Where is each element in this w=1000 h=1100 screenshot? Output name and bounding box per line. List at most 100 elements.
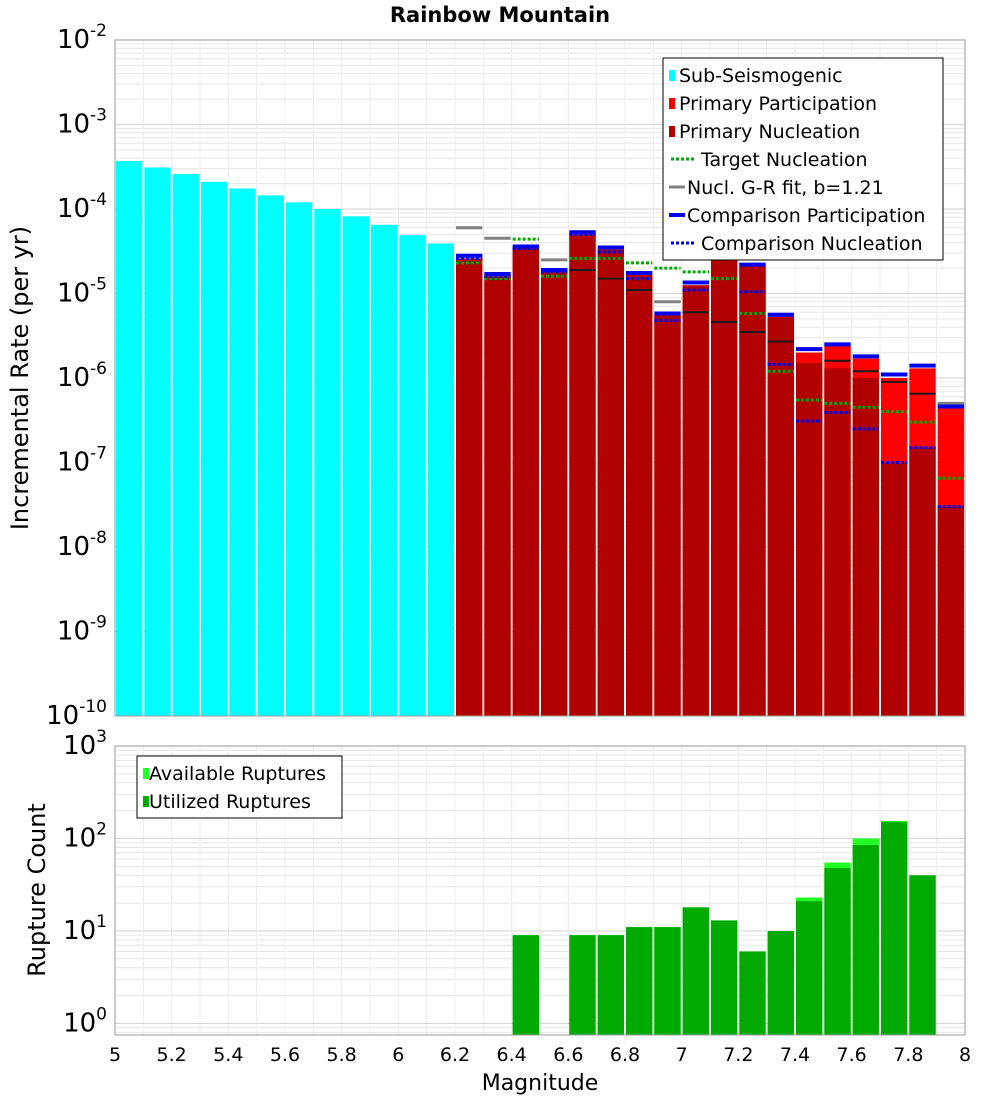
utilized-ruptures-bar <box>626 927 653 1035</box>
x-tick-label: 5.6 <box>270 1044 300 1066</box>
x-tick-label: 7.2 <box>723 1044 753 1066</box>
primary-nucleation-bar <box>796 363 823 716</box>
y-tick-label: 10-2 <box>57 21 107 55</box>
primary-nucleation-bar <box>626 275 653 716</box>
x-tick-label: 6.2 <box>440 1044 470 1066</box>
bottom-y-axis-label: Rupture Count <box>23 803 51 977</box>
sub-seismogenic-bar <box>342 216 369 717</box>
utilized-ruptures-bar <box>654 927 681 1035</box>
x-tick-label: 7.6 <box>837 1044 867 1066</box>
utilized-ruptures-bar <box>711 920 738 1035</box>
legend-label: Nucl. G-R fit, b=1.21 <box>687 177 884 199</box>
sub-seismogenic-bar <box>399 235 426 716</box>
primary-nucleation-bar <box>937 506 964 716</box>
utilized-ruptures-bar <box>512 935 539 1035</box>
primary-nucleation-bar <box>739 266 766 716</box>
primary-nucleation-bar <box>881 462 908 716</box>
top-y-axis-label: Incremental Rate (per yr) <box>6 226 34 530</box>
x-tick-label: 7.4 <box>780 1044 810 1066</box>
legend-label: Target Nucleation <box>700 149 868 171</box>
primary-nucleation-bar <box>456 258 483 716</box>
utilized-ruptures-bar <box>767 930 794 1035</box>
legend: Sub-Seismogenic Primary Participation Prim… <box>662 57 944 261</box>
y-tick-label: 103 <box>63 727 107 761</box>
utilized-ruptures-bar <box>569 935 596 1035</box>
y-tick-label: 100 <box>63 1004 107 1038</box>
x-tick-label: 6.8 <box>610 1044 640 1066</box>
primary-nucleation-bar <box>682 285 709 716</box>
y-tick-label: 10-5 <box>57 275 107 309</box>
x-tick-label: 7.8 <box>893 1044 923 1066</box>
x-tick-label: 7 <box>676 1044 688 1066</box>
legend-label: Primary Nucleation <box>679 121 860 143</box>
sub-seismogenic-bar <box>427 243 454 716</box>
plot-frame <box>114 39 966 717</box>
legend-label: Comparison Nucleation <box>701 233 923 255</box>
x-axis-label: Magnitude <box>482 1071 599 1096</box>
x-tick-label: 5.8 <box>327 1044 357 1066</box>
rate-panel: 10-2 10-3 10-4 10-5 10-6 10-7 10-8 10-9 10-10 Sub… <box>46 21 966 731</box>
primary-nucleation-bar <box>654 315 681 716</box>
x-tick-label: 6.4 <box>497 1044 527 1066</box>
legend-box <box>662 57 944 261</box>
utilized-ruptures-bar <box>824 867 851 1035</box>
primary-nucleation-bar <box>711 253 738 716</box>
y-tick-label: 10-9 <box>57 613 107 647</box>
y-tick-label: 10-7 <box>57 444 107 478</box>
primary-nucleation-bar <box>484 276 511 716</box>
y-tick-label: 102 <box>63 819 107 853</box>
sub-seismogenic-bar <box>371 224 398 716</box>
legend-label: Sub-Seismogenic <box>679 65 843 87</box>
primary-nucleation-bar <box>541 271 568 716</box>
utilized-ruptures-bar <box>796 901 823 1035</box>
y-tick-label: 10-10 <box>46 697 107 731</box>
legend-swatch <box>669 98 675 109</box>
sub-seismogenic-bar <box>314 209 341 716</box>
primary-nucleation-bar <box>569 234 596 717</box>
primary-nucleation-bar <box>597 249 624 716</box>
primary-nucleation-bar <box>909 447 936 716</box>
legend-label: Available Ruptures <box>149 763 326 785</box>
x-tick-label: 5 <box>109 1044 121 1066</box>
primary-nucleation-bar <box>824 368 851 716</box>
legend: Available Ruptures Utilized Ruptures <box>136 755 343 819</box>
y-tick-label: 10-6 <box>57 359 107 393</box>
x-tick-label: 6.6 <box>553 1044 583 1066</box>
y-tick-label: 10-3 <box>57 106 107 140</box>
legend-label: Comparison Participation <box>687 205 925 227</box>
legend-box <box>136 755 343 819</box>
plot-frame <box>114 745 966 1036</box>
sub-seismogenic-bar <box>286 202 313 716</box>
y-tick-label: 10-4 <box>57 190 107 224</box>
legend-swatch <box>143 796 149 807</box>
legend-swatch <box>669 70 675 81</box>
legend-label: Utilized Ruptures <box>149 791 311 813</box>
primary-nucleation-bar <box>767 316 794 716</box>
legend-swatch <box>143 768 149 779</box>
primary-nucleation-bar <box>852 378 879 716</box>
sub-seismogenic-bar <box>172 173 199 716</box>
x-tick-label: 6 <box>392 1044 404 1066</box>
utilized-ruptures-bar <box>881 822 908 1035</box>
sub-seismogenic-bar <box>201 181 228 717</box>
sub-seismogenic-bar <box>229 188 256 717</box>
utilized-ruptures-bar <box>682 907 709 1035</box>
chart-title: Rainbow Mountain <box>390 3 610 27</box>
sub-seismogenic-bar <box>116 160 143 717</box>
sub-seismogenic-bar <box>257 195 284 717</box>
utilized-ruptures-bar <box>739 951 766 1035</box>
utilized-ruptures-bar <box>852 845 879 1035</box>
legend-swatch <box>669 126 675 137</box>
sub-seismogenic-bar <box>144 167 171 717</box>
x-tick-label: 5.4 <box>213 1044 243 1066</box>
legend-label: Primary Participation <box>679 93 877 115</box>
primary-nucleation-bar <box>512 248 539 716</box>
utilized-ruptures-bar <box>909 875 936 1035</box>
x-tick-label: 5.2 <box>157 1044 187 1066</box>
utilized-ruptures-bar <box>597 935 624 1035</box>
x-tick-label: 8 <box>959 1044 971 1066</box>
y-tick-label: 10-8 <box>57 528 107 562</box>
y-tick-label: 101 <box>63 912 107 946</box>
